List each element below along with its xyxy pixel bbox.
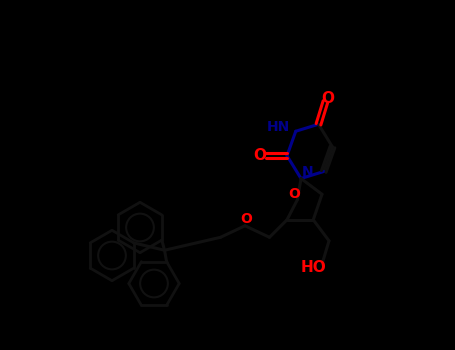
Text: O: O	[240, 212, 252, 226]
Text: O: O	[253, 148, 266, 162]
Text: N: N	[302, 165, 313, 179]
Text: HN: HN	[267, 120, 290, 134]
Text: O: O	[321, 91, 334, 106]
Text: HO: HO	[300, 260, 326, 275]
Text: O: O	[288, 187, 300, 201]
